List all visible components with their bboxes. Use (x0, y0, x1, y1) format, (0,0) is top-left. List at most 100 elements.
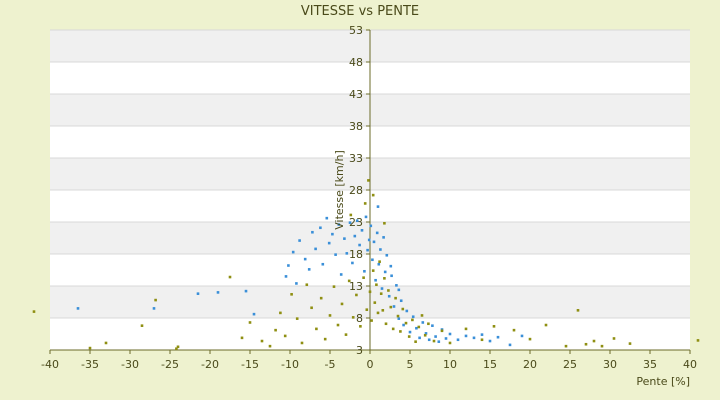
data-point-series-1 (402, 323, 405, 327)
data-point-series-1 (351, 261, 354, 265)
data-point-series-1 (371, 258, 374, 262)
data-point-series-2 (370, 319, 373, 322)
data-point-series-2 (240, 336, 244, 340)
data-point-series-2 (492, 325, 496, 328)
x-tick-label: 30 (603, 358, 617, 371)
y-tick-label: 8 (356, 312, 363, 325)
data-point-series-2 (104, 341, 108, 345)
data-point-series-2 (389, 305, 393, 309)
data-point-series-2 (423, 333, 427, 337)
chart-title: VITESSE vs PENTE (301, 4, 419, 19)
data-point-series-2 (310, 306, 313, 310)
data-point-series-2 (528, 337, 532, 341)
data-point-series-2 (323, 337, 327, 341)
x-tick-label: -25 (161, 358, 179, 371)
data-point-series-1 (291, 250, 295, 254)
data-point-series-2 (283, 334, 287, 338)
data-point-series-2 (140, 324, 144, 327)
data-point-series-2 (375, 283, 378, 287)
data-point-series-2 (407, 335, 411, 338)
data-point-series-2 (373, 301, 377, 304)
data-point-series-2 (32, 310, 36, 313)
data-point-series-2 (349, 213, 353, 217)
data-point-series-2 (279, 311, 282, 315)
data-point-series-2 (404, 321, 408, 325)
data-point-series-1 (244, 289, 248, 293)
data-point-series-2 (381, 309, 385, 312)
data-point-series-1 (360, 229, 364, 232)
data-point-series-2 (379, 292, 383, 295)
data-point-series-2 (387, 289, 390, 292)
data-point-series-1 (389, 264, 393, 268)
y-tick-label: 18 (349, 248, 363, 261)
data-point-series-2 (176, 345, 180, 349)
data-point-series-2 (696, 339, 700, 342)
data-point-series-2 (417, 325, 421, 329)
y-tick-label: 53 (349, 24, 363, 37)
data-point-series-1 (363, 269, 366, 273)
data-point-series-1 (411, 315, 415, 319)
data-point-series-1 (421, 321, 425, 324)
y-tick-label: 23 (349, 216, 363, 229)
data-point-series-2 (260, 339, 264, 343)
data-point-series-1 (408, 330, 412, 334)
x-tick-label: -20 (201, 358, 219, 371)
data-point-series-1 (252, 312, 256, 316)
data-point-series-1 (196, 292, 200, 295)
data-point-series-2 (628, 342, 632, 345)
data-point-series-1 (377, 262, 381, 266)
data-point-series-2 (154, 298, 157, 302)
data-point-series-1 (434, 335, 437, 338)
data-point-series-2 (480, 338, 484, 342)
data-points (32, 179, 700, 351)
data-point-series-1 (372, 240, 376, 244)
data-point-series-1 (287, 264, 290, 267)
data-point-series-1 (367, 238, 371, 242)
data-point-series-1 (376, 205, 380, 208)
data-point-series-1 (303, 257, 307, 261)
data-point-series-2 (376, 311, 380, 315)
data-point-series-2 (612, 337, 616, 340)
data-point-series-1 (390, 274, 393, 278)
x-tick-label: 25 (563, 358, 577, 371)
data-point-series-2 (300, 341, 304, 345)
x-tick-label: -5 (325, 358, 336, 371)
data-point-series-1 (427, 338, 431, 342)
x-tick-labels: -40 -35 -30 -25 -20 -15 -10 -5 0 5 10 15 20 25 30 35 40 (41, 350, 697, 371)
data-point-series-2 (600, 344, 604, 348)
data-point-series-1 (464, 334, 468, 338)
data-point-series-2 (464, 327, 468, 331)
x-tick-label: 15 (483, 358, 497, 371)
x-tick-label: 35 (643, 358, 657, 371)
data-point-series-1 (366, 248, 369, 252)
x-tick-label: -35 (81, 358, 99, 371)
data-point-series-2 (427, 322, 430, 326)
data-point-series-2 (305, 283, 309, 287)
data-point-series-2 (88, 346, 92, 350)
data-point-series-2 (351, 316, 355, 319)
data-point-series-2 (274, 328, 277, 332)
data-point-series-1 (472, 336, 476, 340)
data-point-series-2 (344, 333, 348, 336)
data-point-series-1 (339, 273, 343, 276)
data-point-series-2 (391, 327, 395, 331)
data-point-series-1 (379, 248, 382, 251)
x-tick-label: 40 (683, 358, 697, 371)
data-point-series-2 (440, 329, 444, 333)
data-point-series-2 (295, 317, 299, 320)
data-point-series-1 (337, 223, 341, 226)
data-point-series-1 (392, 305, 396, 308)
x-tick-label: -10 (281, 358, 299, 371)
data-point-series-2 (175, 347, 178, 351)
data-point-series-1 (319, 226, 322, 230)
data-point-series-1 (216, 291, 220, 294)
data-point-series-2 (384, 322, 388, 326)
data-point-series-1 (327, 241, 331, 245)
data-point-series-1 (321, 262, 325, 266)
data-point-series-2 (564, 344, 568, 348)
data-point-series-2 (367, 179, 370, 182)
data-point-series-2 (340, 302, 344, 306)
data-point-series-1 (385, 253, 389, 257)
x-axis-title: Pente [%] (636, 375, 690, 388)
